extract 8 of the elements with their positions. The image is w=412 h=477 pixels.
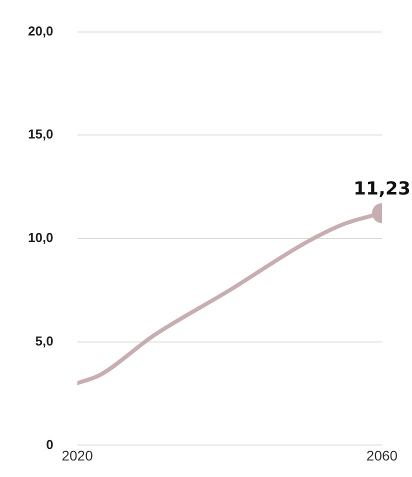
x-tick-label: 2060 [366,447,398,464]
y-tick-label: 10,0 [28,230,54,246]
y-tick-label: 20,0 [28,23,54,38]
x-tick-label: 2020 [62,447,94,464]
data-label: 11,23 [354,178,410,200]
y-tick-label: 5,0 [35,333,54,348]
y-tick-label: 15,0 [28,126,54,142]
y-tick-label: 0 [46,436,54,452]
